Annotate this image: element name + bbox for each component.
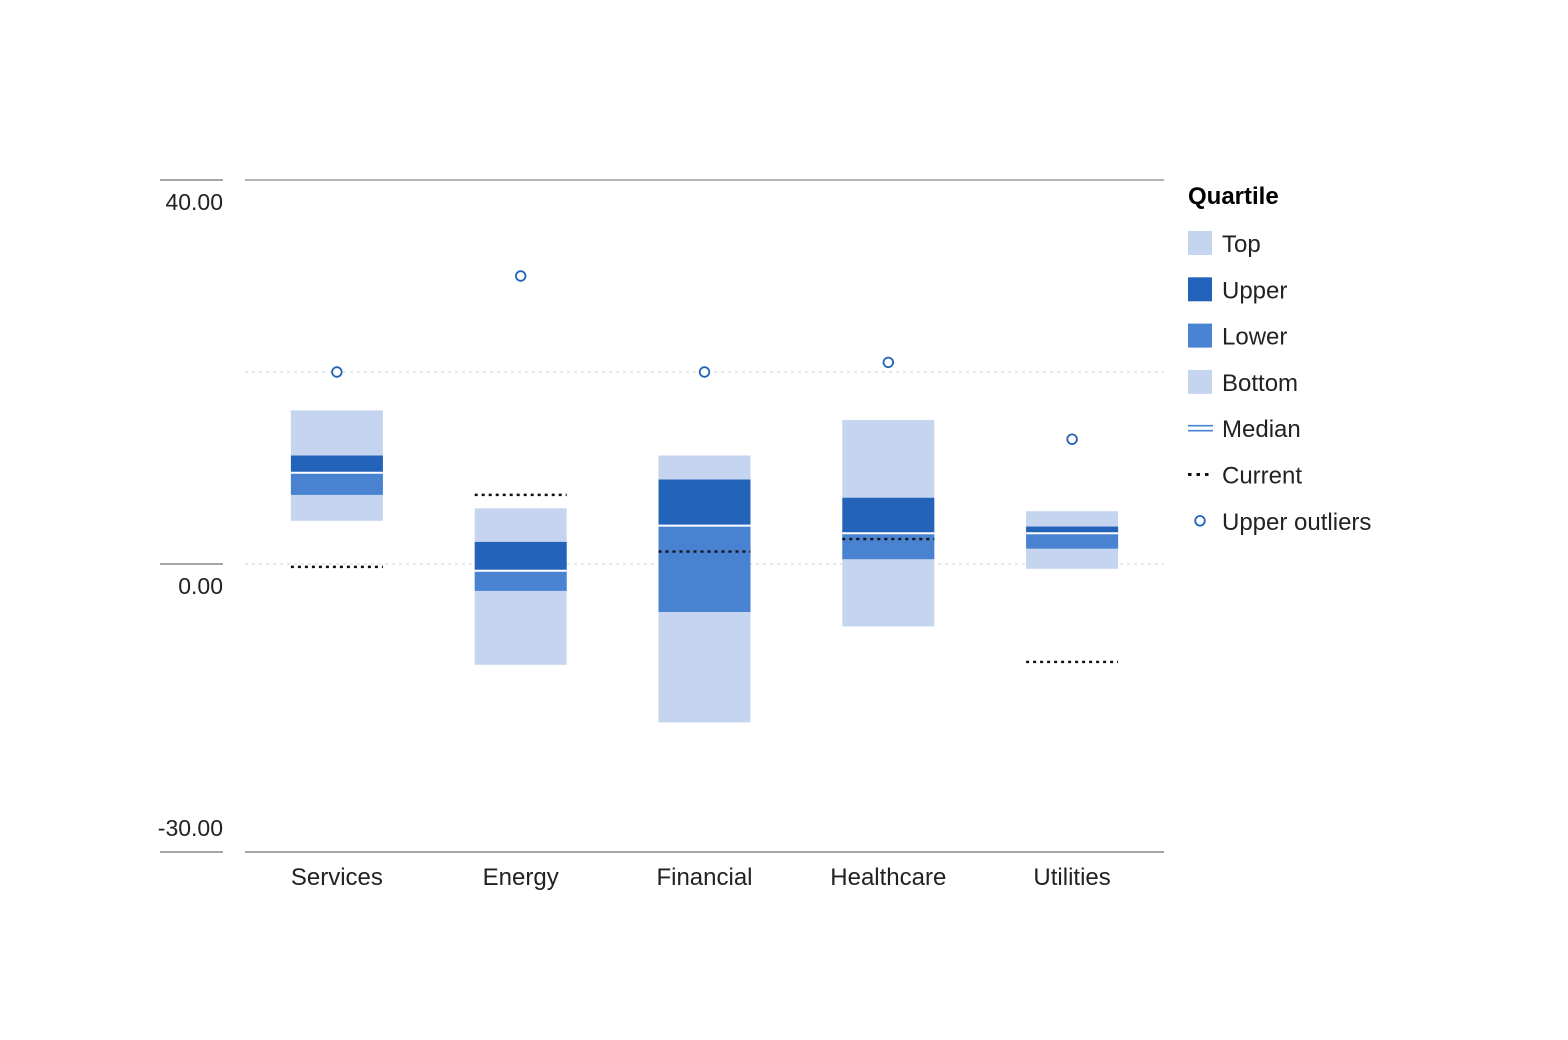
gridlines [245, 179, 1164, 853]
box-healthcare [842, 356, 935, 627]
legend-item-median: Median [1188, 416, 1301, 443]
legend-label: Median [1222, 416, 1301, 443]
x-category-label: Utilities [1033, 864, 1110, 891]
legend-label: Current [1222, 463, 1302, 490]
box-financial [658, 366, 751, 723]
legend: Quartile Top Upper Lower Bottom Median Current… [1188, 183, 1371, 536]
x-axis-labels: Services Energy Financial Healthcare Utiliti… [291, 864, 1111, 891]
legend-label: Top [1222, 231, 1261, 258]
legend-swatch [1188, 323, 1212, 348]
legend-item-current: Current [1188, 463, 1302, 490]
upper-outlier-point [1066, 433, 1078, 445]
box-upper-quartile [290, 455, 383, 473]
legend-swatch [1188, 231, 1212, 255]
y-tick-label: 40.00 [165, 189, 223, 215]
x-category-label: Financial [656, 864, 752, 891]
legend-item-lower: Lower [1188, 323, 1287, 351]
box-lower-quartile [474, 570, 567, 591]
box-lower-quartile [842, 533, 935, 560]
x-category-label: Energy [483, 864, 559, 891]
legend-label: Bottom [1222, 370, 1298, 397]
legend-label: Upper [1222, 277, 1287, 304]
legend-item-bottom: Bottom [1188, 369, 1298, 397]
legend-item-upper-outliers: Upper outliers [1194, 509, 1371, 536]
legend-item-top: Top [1188, 231, 1261, 258]
box-lower-quartile [290, 472, 383, 495]
box-services [290, 366, 383, 569]
legend-swatch [1188, 277, 1212, 302]
x-category-label: Healthcare [830, 864, 946, 891]
y-axis: 40.00 0.00 -30.00 [158, 179, 223, 853]
box-lower-quartile [1026, 533, 1119, 549]
legend-label: Lower [1222, 324, 1287, 351]
x-category-label: Services [291, 864, 383, 891]
box-upper-quartile [842, 497, 935, 534]
box-upper-quartile [474, 541, 567, 571]
legend-item-upper: Upper [1188, 277, 1287, 304]
box-energy [474, 270, 567, 665]
upper-outlier-point [331, 366, 343, 378]
box-upper-quartile [1026, 526, 1119, 534]
upper-outlier-point [698, 366, 711, 378]
y-tick-label: -30.00 [158, 815, 223, 841]
box-lower-quartile [658, 525, 751, 612]
legend-label: Upper outliers [1222, 509, 1371, 536]
box-upper-quartile [658, 479, 751, 526]
boxes [290, 270, 1119, 723]
legend-swatch [1188, 369, 1212, 394]
upper-outlier-point [882, 356, 895, 369]
legend-title: Quartile [1188, 183, 1279, 210]
y-tick-label: 0.00 [178, 573, 223, 599]
upper-outlier-point [515, 270, 527, 282]
legend-outlier-symbol [1194, 515, 1206, 527]
box-utilities [1026, 433, 1119, 664]
